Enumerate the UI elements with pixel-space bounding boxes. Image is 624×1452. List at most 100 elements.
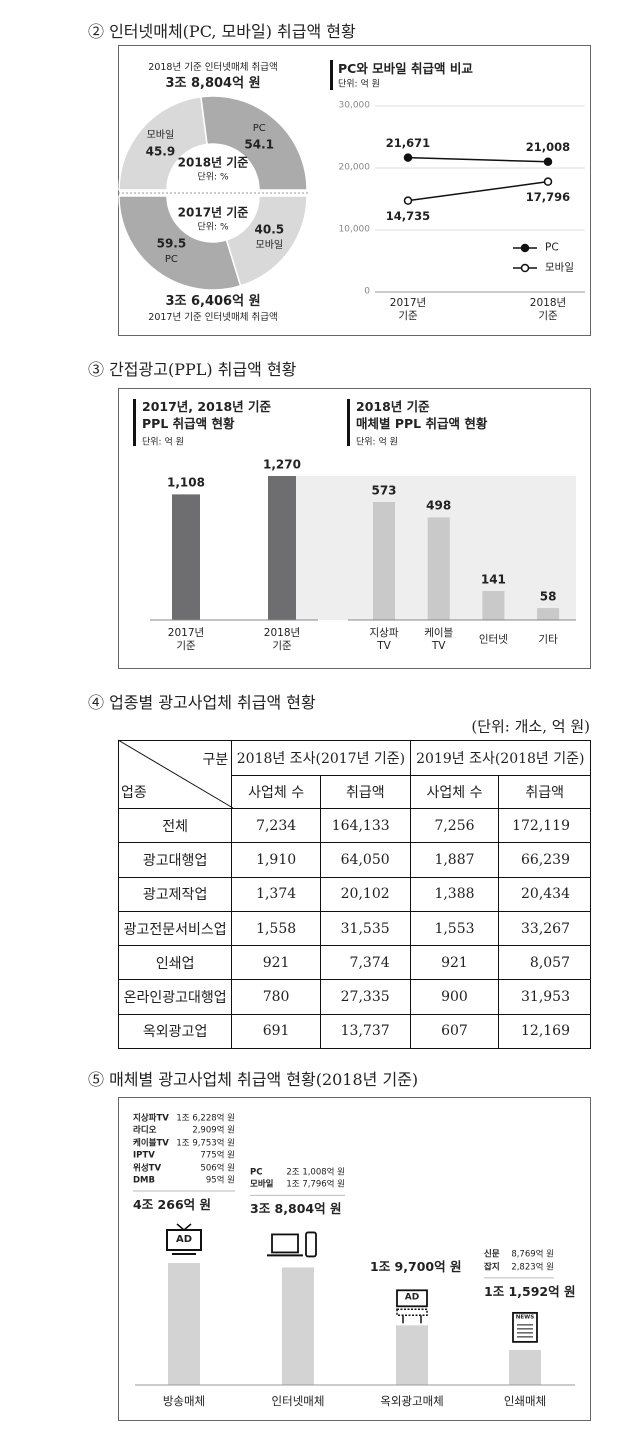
- breakdown-name: IPTV: [133, 1150, 155, 1161]
- breakdown-name: DMB: [133, 1175, 155, 1186]
- icon: [271, 1233, 299, 1254]
- legend-label: PC: [545, 241, 559, 254]
- cell: 취급액: [498, 775, 591, 809]
- point: [543, 177, 553, 186]
- cell: 2018년 조사(2017년 기준): [231, 740, 411, 776]
- slice-value: 45.9: [145, 144, 176, 159]
- donut-unit: 단위: %: [197, 172, 229, 183]
- data-label: 14,735: [385, 208, 431, 223]
- data-label: 498: [426, 498, 452, 513]
- icon: [305, 1231, 317, 1258]
- title-bar: [133, 399, 136, 446]
- cell: 7,374: [319, 945, 411, 981]
- cell: 607: [409, 1013, 500, 1050]
- x-tick-label: 2018년 기준: [263, 626, 301, 652]
- series-line: [407, 180, 549, 202]
- bar: [282, 1267, 314, 1385]
- legend-label: 모바일: [545, 261, 574, 274]
- chart-unit: 단위: 억 원: [356, 437, 398, 448]
- icon: [176, 1223, 192, 1231]
- cell: 164,133: [319, 807, 411, 844]
- cell: 8,057: [498, 945, 591, 981]
- series-line: [407, 156, 549, 163]
- x-tick-label: 인쇄매체: [503, 1393, 547, 1408]
- data-label: 1,270: [263, 457, 301, 472]
- slice-value: 40.5: [254, 222, 285, 237]
- cell: 33,267: [498, 910, 591, 947]
- slice-category: 모바일: [146, 129, 175, 141]
- cell: 취급액: [319, 775, 411, 809]
- cell: 온라인광고대행업: [117, 979, 233, 1015]
- cell: 1,553: [409, 910, 500, 947]
- cell: 사업체 수: [231, 775, 321, 809]
- chart-title: 2018년 기준 매체별 PPL 취급액 현황: [356, 399, 488, 431]
- data-label: 21,008: [525, 139, 571, 154]
- x-tick-label: 2018년 기준: [529, 296, 567, 322]
- slice-category: PC: [164, 254, 178, 266]
- section-heading: ② 인터넷매체(PC, 모바일) 취급액 현황: [88, 22, 356, 41]
- corner-label: 구분: [202, 752, 229, 768]
- breakdown-name: 지상파TV: [133, 1113, 169, 1124]
- icon-label: AD: [175, 1233, 193, 1245]
- cell: 921: [409, 945, 500, 981]
- bar: [537, 608, 560, 620]
- donut-slice: [200, 95, 308, 191]
- chart-title: PC와 모바일 취급액 비교: [338, 61, 473, 77]
- bar: [268, 476, 296, 620]
- bar: [396, 1325, 428, 1385]
- point: [403, 153, 413, 162]
- cell: 1,910: [231, 842, 321, 878]
- cell: 전체: [117, 807, 233, 844]
- data-label: 141: [480, 572, 506, 587]
- icon: [512, 1311, 538, 1343]
- cell: 옥외광고업: [117, 1013, 233, 1050]
- cell: 1,388: [409, 876, 500, 912]
- icon-label: NEWS: [515, 1314, 535, 1321]
- donut-center: 2018년 기준: [177, 155, 249, 170]
- breakdown-amount: 2,823억 원: [511, 1262, 554, 1273]
- cell: 광고대행업: [117, 842, 233, 878]
- title-bar: [330, 60, 333, 90]
- icon: [396, 1308, 428, 1317]
- y-tick-label: 10,000: [338, 224, 371, 235]
- breakdown-amount: 2,909억 원: [192, 1125, 235, 1136]
- breakdown-amount: 1조 6,228억 원: [176, 1113, 235, 1124]
- panel: [118, 1097, 591, 1421]
- breakdown-amount: 1조 9,753억 원: [176, 1138, 235, 1149]
- section-heading: ④ 업종별 광고사업체 취급액 현황: [88, 693, 316, 712]
- bar: [482, 590, 505, 620]
- breakdown-name: 라디오: [133, 1125, 157, 1136]
- y-tick-label: 30,000: [338, 100, 371, 111]
- corner-label: 업종: [121, 785, 147, 801]
- donut-total: 3조 6,406억 원: [165, 293, 261, 309]
- breakdown-amount: 8,769억 원: [511, 1250, 554, 1261]
- cell: 66,239: [498, 842, 591, 878]
- breakdown-amount: 2조 1,008억 원: [286, 1167, 345, 1178]
- cell: 172,119: [498, 807, 591, 844]
- breakdown-name: 위성TV: [133, 1163, 162, 1174]
- cell: 20,102: [319, 876, 411, 912]
- icon-label: AD: [404, 1292, 420, 1303]
- cell: 13,737: [319, 1013, 411, 1050]
- point: [403, 196, 413, 205]
- cell: 12,169: [498, 1013, 591, 1050]
- donut-center: 2017년 기준: [177, 205, 249, 220]
- chart-unit: 단위: 억 원: [338, 79, 380, 90]
- donut-slice: [225, 195, 308, 287]
- donut-slice: [118, 195, 242, 291]
- bar: [509, 1349, 541, 1385]
- x-tick-label: 케이블 TV: [424, 626, 454, 652]
- cell: 780: [231, 979, 321, 1015]
- table: 구분 업종 2018년 조사(2017년 기준) 2019년 조사(2018년 기준)…: [117, 740, 592, 1050]
- cell: 31,953: [498, 979, 591, 1015]
- y-tick-label: 20,000: [338, 162, 371, 173]
- breakdown-amount: 775억 원: [200, 1150, 235, 1161]
- title-bar: [347, 399, 350, 446]
- cell: 64,050: [319, 842, 411, 878]
- breakdown-name: 모바일: [250, 1180, 274, 1191]
- bar: [427, 517, 450, 620]
- x-tick-label: 2017년 기준: [167, 626, 205, 652]
- breakdown-name: 케이블TV: [133, 1138, 169, 1149]
- point: [543, 157, 553, 167]
